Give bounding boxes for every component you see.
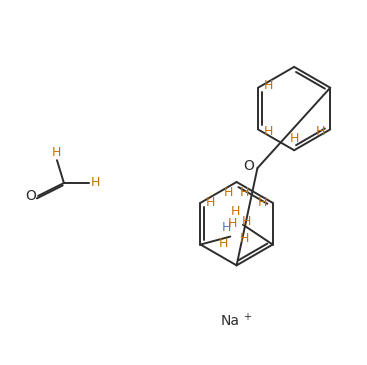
Text: H: H [51, 146, 61, 159]
Text: H: H [228, 217, 237, 230]
Text: H: H [240, 232, 249, 245]
Text: H: H [263, 79, 273, 92]
Text: Na: Na [220, 314, 239, 328]
Text: H: H [240, 187, 249, 199]
Text: H: H [242, 215, 251, 228]
Text: +: + [244, 312, 251, 322]
Text: O: O [243, 159, 254, 173]
Text: H: H [221, 221, 231, 234]
Text: O: O [26, 189, 37, 203]
Text: H: H [290, 132, 299, 145]
Text: H: H [224, 187, 233, 199]
Text: H: H [91, 177, 100, 189]
Text: H: H [316, 125, 325, 138]
Text: H: H [219, 237, 228, 250]
Text: H: H [258, 196, 268, 210]
Text: H: H [230, 205, 240, 218]
Text: H: H [263, 125, 273, 138]
Text: H: H [206, 196, 215, 210]
